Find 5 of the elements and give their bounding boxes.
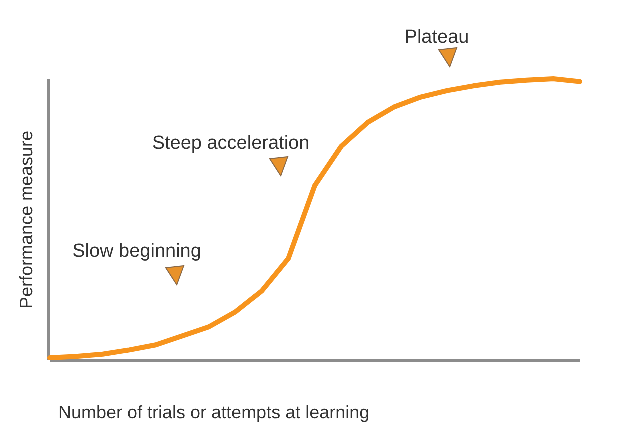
y-axis-title: Performance measure bbox=[16, 130, 36, 310]
text: Plateau bbox=[404, 27, 470, 48]
annotation: Slow beginning bbox=[72, 241, 202, 262]
x-axis-title: Number of trials or attempts at learning bbox=[58, 402, 370, 422]
annotation: Steep acceleration bbox=[152, 133, 310, 154]
